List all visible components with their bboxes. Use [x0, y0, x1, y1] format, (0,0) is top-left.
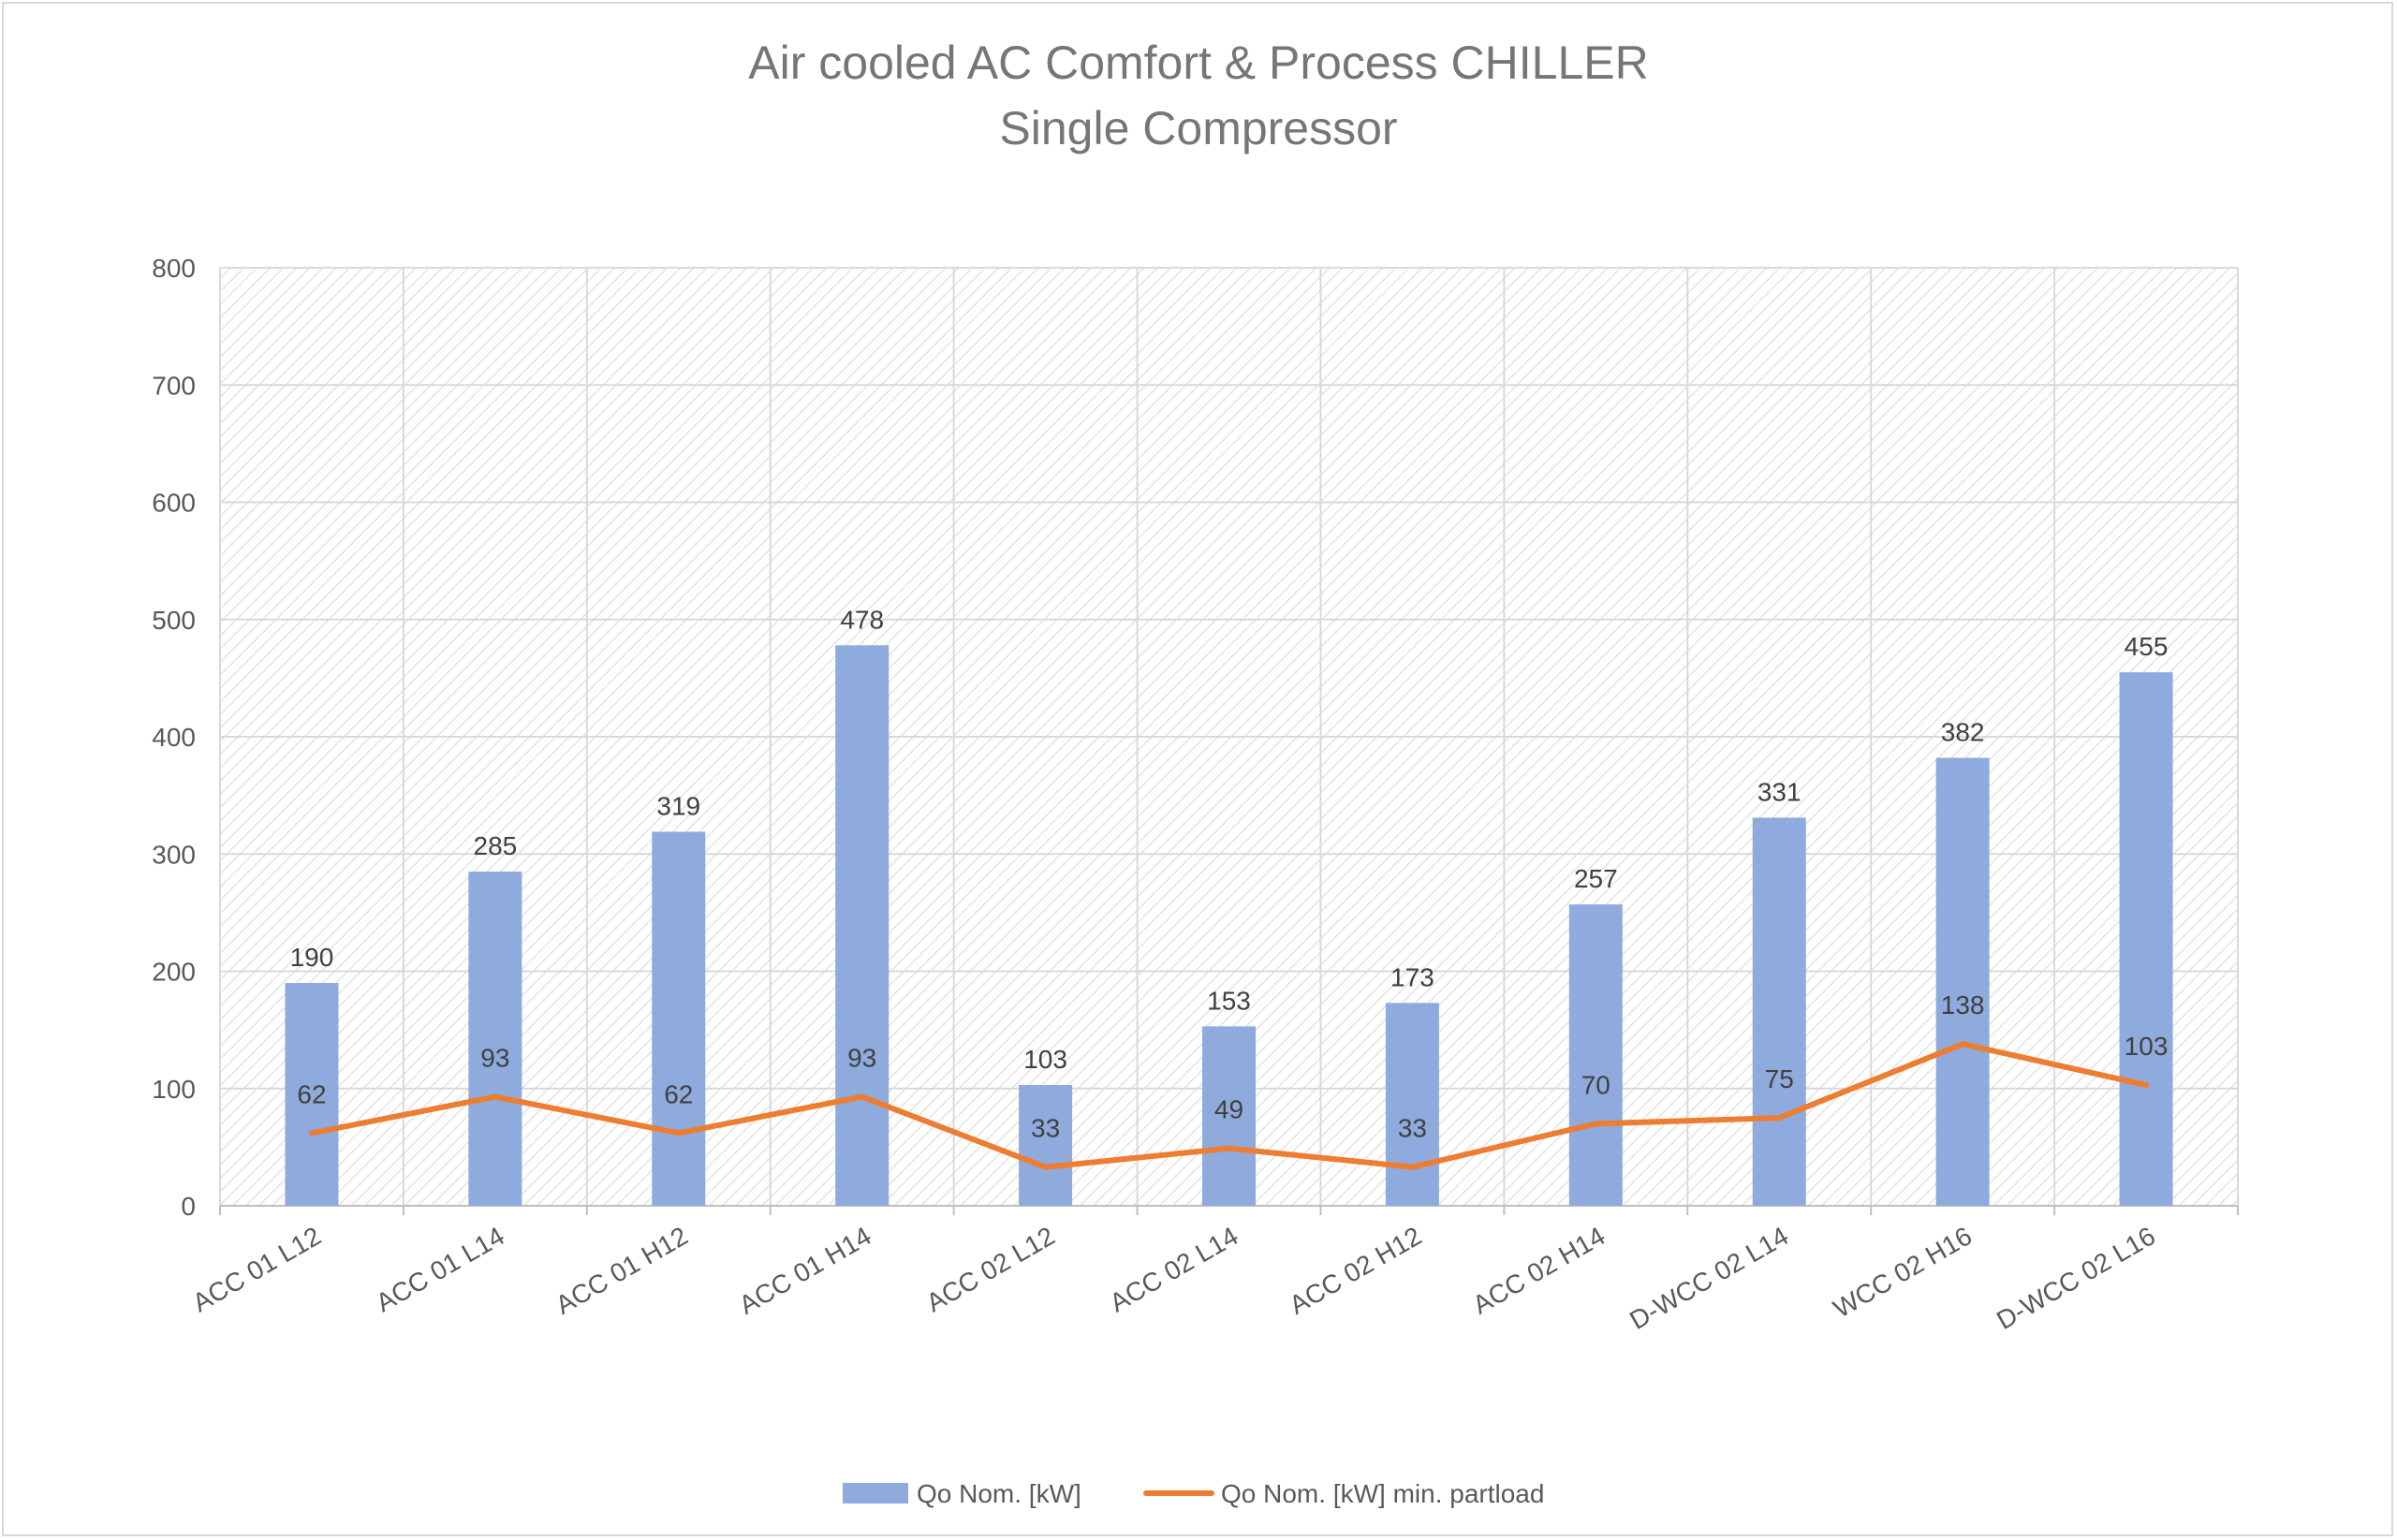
partload-line: [308, 1041, 2150, 1170]
bar-value-label: 382: [1941, 718, 1985, 747]
legend-bar-label: Qo Nom. [kW]: [917, 1479, 1081, 1508]
y-tick-label: 400: [152, 723, 196, 752]
bar-value-label: 319: [656, 791, 700, 820]
y-tick-label: 700: [152, 371, 196, 400]
legend-bar-swatch: [843, 1483, 908, 1503]
bar-value-label: 103: [1023, 1045, 1067, 1074]
data-labels: 190 285 319 478 103 153 173 257 331 382 455 62 93 62 9…: [290, 605, 2169, 1142]
bar: [835, 645, 890, 1206]
x-tick-label: ACC 02 H14: [1468, 1221, 1610, 1319]
line-value-label: 62: [297, 1079, 326, 1108]
legend: Qo Nom. [kW] Qo Nom. [kW] min. partload: [843, 1479, 1544, 1508]
y-tick-label: 200: [152, 958, 196, 987]
y-tick-label: 0: [181, 1192, 196, 1221]
bar: [1752, 817, 1806, 1206]
x-tick-label: ACC 02 H12: [1285, 1221, 1427, 1319]
bar: [285, 983, 339, 1206]
line-value-label: 62: [664, 1079, 693, 1108]
gridlines: [219, 267, 2239, 1206]
bar: [2119, 672, 2173, 1206]
line-value-label: 93: [847, 1044, 876, 1073]
line-value-label: 93: [480, 1044, 509, 1073]
x-tick-label: ACC 01 H14: [734, 1221, 876, 1319]
bar-value-label: 455: [2125, 632, 2169, 661]
bar-value-label: 257: [1574, 864, 1618, 893]
x-tick-label: WCC 02 H16: [1829, 1221, 1977, 1323]
bar: [1568, 904, 1623, 1206]
bar: [1202, 1026, 1256, 1206]
y-tick-label: 100: [152, 1075, 196, 1104]
line-value-label: 75: [1765, 1064, 1794, 1093]
line-value-label: 103: [2125, 1032, 2169, 1061]
y-tick-label: 300: [152, 840, 196, 869]
bar: [468, 872, 522, 1206]
x-tick-label: ACC 01 H12: [551, 1221, 693, 1319]
bar-value-label: 173: [1390, 962, 1434, 991]
y-tick-label: 600: [152, 489, 196, 518]
legend-line-label: Qo Nom. [kW] min. partload: [1221, 1479, 1544, 1508]
chart-title: Air cooled AC Comfort & Process CHILLER: [748, 37, 1648, 89]
bar: [1385, 1003, 1439, 1206]
line-value-label: 70: [1581, 1070, 1610, 1099]
y-tick-label: 800: [152, 254, 196, 283]
x-tick-label: ACC 02 L14: [1105, 1221, 1243, 1317]
bar-value-label: 153: [1207, 986, 1251, 1015]
chart-subtitle: Single Compressor: [999, 102, 1397, 154]
x-tick-label: ACC 01 L14: [371, 1221, 509, 1317]
chart-title-group: Air cooled AC Comfort & Process CHILLER …: [748, 37, 1648, 154]
line-value-label: 138: [1941, 990, 1985, 1019]
line-series: [308, 1041, 2150, 1170]
bar: [1019, 1084, 1073, 1206]
bar: [1935, 757, 1990, 1206]
x-tick-label: D-WCC 02 L14: [1625, 1221, 1793, 1335]
bar: [652, 831, 706, 1206]
bar-series: [285, 645, 2173, 1206]
chart: Air cooled AC Comfort & Process CHILLER …: [152, 37, 2239, 1508]
bar-value-label: 331: [1757, 777, 1801, 806]
x-tick-label: D-WCC 02 L16: [1992, 1221, 2160, 1335]
x-tick-label: ACC 02 L12: [921, 1221, 1060, 1317]
line-value-label: 33: [1031, 1114, 1060, 1143]
x-tick-label: ACC 01 L12: [187, 1221, 326, 1317]
y-tick-label: 500: [152, 606, 196, 635]
line-value-label: 33: [1398, 1114, 1427, 1143]
bar-value-label: 190: [290, 943, 334, 972]
bar-value-label: 478: [840, 605, 884, 634]
line-value-label: 49: [1214, 1095, 1243, 1124]
bar-value-label: 285: [474, 831, 518, 860]
